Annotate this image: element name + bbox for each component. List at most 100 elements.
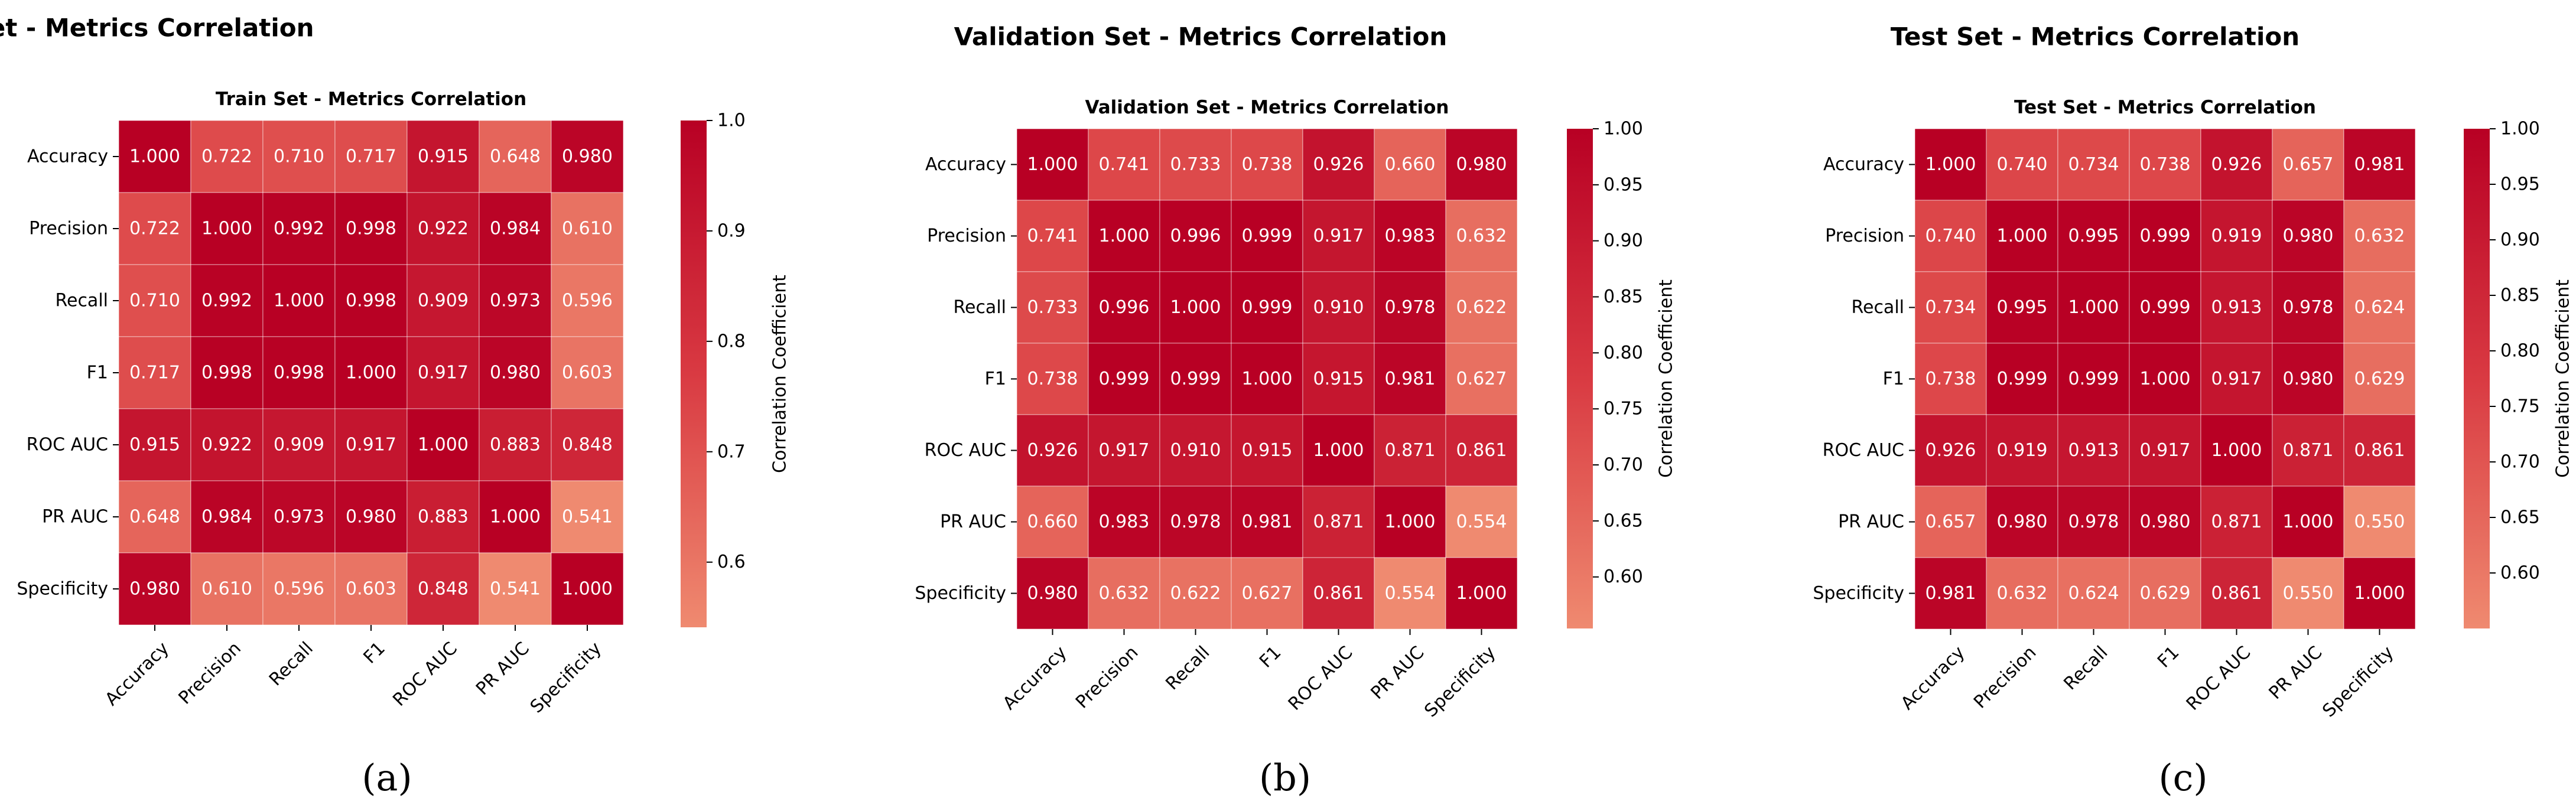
heatmap-cell <box>1088 557 1160 630</box>
row-label: Specificity <box>915 583 1006 604</box>
colorbar <box>681 120 707 627</box>
cell-value-label: 0.995 <box>2068 226 2119 246</box>
column-label: Recall <box>1162 642 1214 694</box>
cell-value-label: 0.980 <box>490 363 541 383</box>
cell-value-label: 0.996 <box>1099 297 1150 318</box>
colorbar-tick-label: 0.65 <box>1604 510 1643 531</box>
heatmap-cell <box>1302 343 1375 415</box>
heatmap-cell <box>1016 200 1089 272</box>
heatmap-cell <box>1445 128 1518 201</box>
cell-value-label: 0.999 <box>2140 226 2191 246</box>
heatmap-cell <box>118 264 191 337</box>
heatmap-cell <box>190 336 264 409</box>
heatmap-cell <box>1374 486 1446 558</box>
cell-value-label: 0.883 <box>418 507 469 527</box>
heatmap-cell <box>118 120 191 193</box>
heatmap-cell <box>479 336 552 409</box>
heatmap-cell <box>1016 343 1089 415</box>
heatmap-cell <box>1302 271 1375 344</box>
heatmap-cell <box>334 264 408 337</box>
heatmap-cell <box>479 552 552 626</box>
cell-value-label: 0.984 <box>490 219 541 239</box>
heatmap-cell <box>2343 271 2416 344</box>
cell-value-label: 0.917 <box>418 363 469 383</box>
cell-value-label: 0.980 <box>2283 369 2334 389</box>
colorbar-tick-label: 0.95 <box>2500 174 2540 195</box>
cell-value-label: 1.000 <box>1456 583 1507 604</box>
cell-value-label: 0.740 <box>1926 226 1976 246</box>
cell-value-label: 1.000 <box>2211 440 2262 461</box>
heatmap-cell <box>1088 486 1160 558</box>
cell-value-label: 0.717 <box>129 363 180 383</box>
cell-value-label: 0.980 <box>1997 512 2048 532</box>
column-label: ROC AUC <box>389 638 461 711</box>
heatmap-cell <box>1302 128 1375 201</box>
cell-value-label: 0.722 <box>201 146 252 167</box>
heatmap-cell <box>1914 557 1987 630</box>
heatmap-cell <box>1445 414 1518 487</box>
cell-value-label: 0.981 <box>2354 154 2405 175</box>
heatmap-cell <box>2272 271 2344 344</box>
cell-value-label: 0.741 <box>1099 154 1150 175</box>
colorbar-tick-label: 1.00 <box>1604 119 1643 139</box>
heatmap-cell <box>2200 486 2273 558</box>
heatmap-cell <box>1231 200 1303 272</box>
cell-value-label: 0.973 <box>274 507 324 527</box>
cell-value-label: 1.000 <box>129 146 180 167</box>
cell-value-label: 0.722 <box>129 219 180 239</box>
cell-value-label: 0.983 <box>1099 512 1150 532</box>
colorbar-tick-label: 0.9 <box>717 220 746 241</box>
heatmap-cell <box>2129 486 2201 558</box>
colorbar-tick-label: 0.90 <box>2500 230 2540 250</box>
heatmap-cell <box>551 264 624 337</box>
heatmap-cell <box>1302 200 1375 272</box>
heatmap-cell <box>1016 414 1089 487</box>
cell-value-label: 0.915 <box>1313 369 1364 389</box>
cell-value-label: 1.000 <box>1313 440 1364 461</box>
cell-value-label: 0.919 <box>2211 226 2262 246</box>
cell-value-label: 0.596 <box>274 579 324 600</box>
cell-value-label: 0.554 <box>1385 583 1436 604</box>
suptitle: Validation Set - Metrics Correlation <box>954 22 1448 51</box>
heatmap-cell <box>2200 200 2273 272</box>
cell-value-label: 1.000 <box>2283 512 2334 532</box>
cell-value-label: 0.917 <box>2140 440 2191 461</box>
heatmap-cell <box>551 552 624 626</box>
heatmap-cell <box>334 336 408 409</box>
panel-label: (c) <box>2158 756 2207 799</box>
heatmap-cell <box>2200 343 2273 415</box>
heatmap-cell <box>2129 343 2201 415</box>
cell-value-label: 1.000 <box>201 219 252 239</box>
heatmap-panel-1: Train Set - Metrics Correlation Train Set… <box>0 14 791 800</box>
heatmap-cell <box>2200 271 2273 344</box>
heatmap-cell <box>190 264 264 337</box>
row-label: Precision <box>927 226 1006 246</box>
row-label: F1 <box>1883 369 1904 389</box>
heatmap-cell <box>1016 486 1089 558</box>
heatmap-cell <box>190 120 264 193</box>
cell-value-label: 0.629 <box>2354 369 2405 389</box>
colorbar-tick-label: 0.8 <box>717 331 746 351</box>
heatmap-cell <box>118 408 191 481</box>
cell-value-label: 0.999 <box>1099 369 1150 389</box>
cell-value-label: 0.624 <box>2068 583 2119 604</box>
cell-value-label: 0.922 <box>418 219 469 239</box>
heatmap-title: Train Set - Metrics Correlation <box>216 89 526 110</box>
cell-value-label: 0.980 <box>2140 512 2191 532</box>
cell-value-label: 0.541 <box>562 507 613 527</box>
cell-value-label: 0.910 <box>1313 297 1364 318</box>
cell-value-label: 0.978 <box>2068 512 2119 532</box>
column-label: ROC AUC <box>1284 642 1357 715</box>
heatmap-cell <box>2343 557 2416 630</box>
heatmap-cell <box>479 408 552 481</box>
row-label: Recall <box>1851 297 1904 318</box>
heatmap-cell <box>1986 128 2058 201</box>
cell-value-label: 0.871 <box>1313 512 1364 532</box>
cell-value-label: 1.000 <box>1242 369 1293 389</box>
column-label: Precision <box>175 638 245 708</box>
cell-value-label: 0.984 <box>201 507 252 527</box>
cell-value-label: 0.909 <box>274 435 324 455</box>
cell-value-label: 0.861 <box>2211 583 2262 604</box>
cell-value-label: 0.996 <box>1170 226 1221 246</box>
colorbar-tick-label: 0.75 <box>1604 399 1643 419</box>
